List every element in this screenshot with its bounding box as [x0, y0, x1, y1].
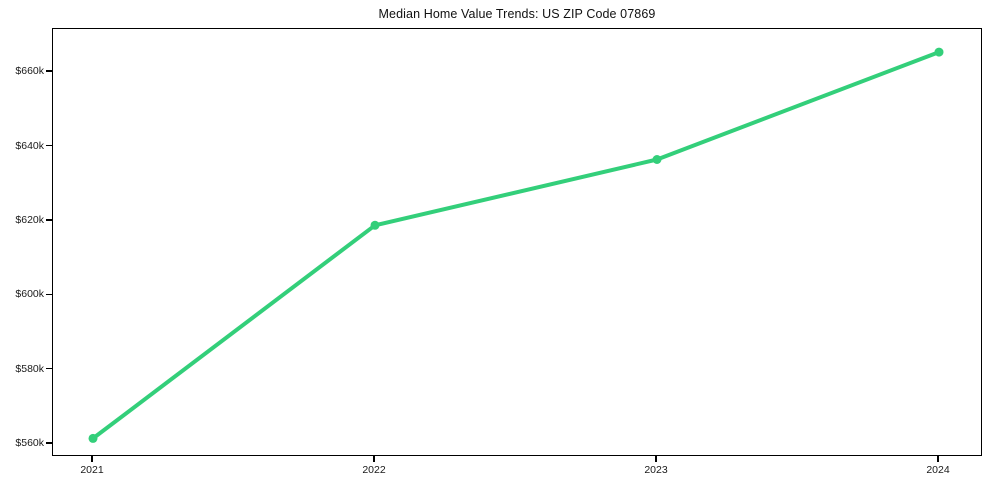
x-axis-tick-label: 2024 [926, 464, 950, 476]
x-axis-tick-label: 2022 [362, 464, 386, 476]
data-point-marker [652, 155, 662, 164]
y-axis-tick-label: $560k [15, 436, 44, 449]
x-axis-tick-mark [655, 456, 657, 462]
y-axis-tick-mark [46, 293, 52, 295]
x-axis-tick-mark [937, 456, 939, 462]
data-point-marker [88, 433, 98, 443]
y-axis-tick-label: $600k [15, 288, 44, 301]
x-axis-tick-mark [373, 456, 375, 462]
y-axis-tick-mark [46, 442, 52, 444]
y-axis-tick-label: $580k [15, 362, 44, 375]
trend-line [91, 50, 941, 441]
x-axis-tick-label: 2021 [80, 464, 104, 476]
y-axis-tick-label: $620k [15, 213, 44, 226]
y-axis-tick-mark [46, 144, 52, 147]
y-axis-tick-mark [46, 367, 52, 370]
y-axis-tick-mark [46, 219, 52, 221]
data-point-marker [370, 220, 380, 230]
plot-area [52, 28, 982, 456]
x-axis-tick-mark [91, 456, 93, 462]
chart-title: Median Home Value Trends: US ZIP Code 07… [378, 7, 656, 21]
x-axis-tick-label: 2023 [644, 464, 668, 476]
data-point-marker [934, 47, 944, 57]
y-axis-tick-mark [46, 70, 52, 72]
y-axis-tick-label: $660k [15, 65, 44, 78]
line-chart-svg [88, 47, 944, 443]
y-axis-tick-label: $640k [15, 139, 44, 152]
